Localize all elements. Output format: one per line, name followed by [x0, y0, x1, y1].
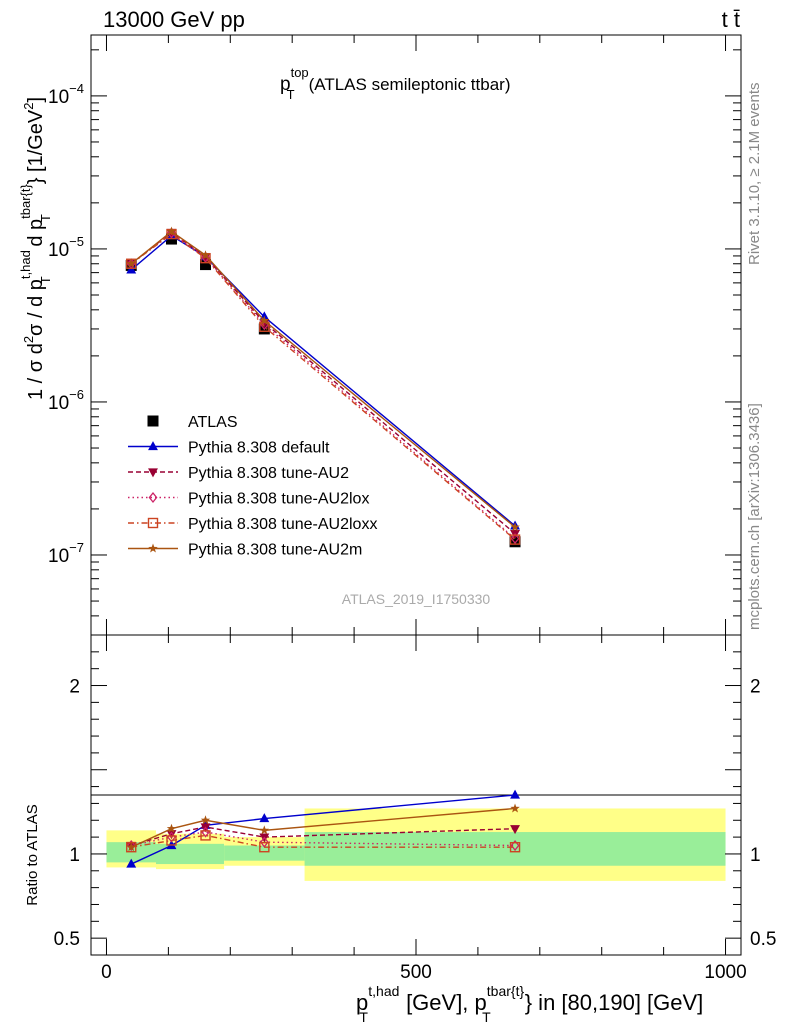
stat-uncertainty-band — [224, 845, 305, 861]
stat-uncertainty-band — [304, 832, 726, 866]
ratio-bands — [106, 808, 726, 881]
ratio-point — [509, 842, 521, 853]
ratio-y-axis-label: Ratio to ATLAS — [24, 804, 41, 905]
ratio-y-tick-label: 0.5 — [54, 929, 80, 950]
ratio-point — [126, 842, 136, 852]
ratio-point — [126, 858, 137, 868]
series-line — [130, 230, 516, 528]
data-point — [201, 251, 210, 263]
y-tick-label: 10−4 — [48, 81, 84, 108]
data-point — [200, 259, 212, 271]
ratio-y-tick-label: 1 — [69, 845, 80, 866]
data-point — [126, 258, 136, 268]
legend-item: Pythia 8.308 tune-AU2m — [128, 542, 362, 559]
ratio-point — [510, 839, 520, 852]
data-point — [259, 315, 269, 325]
ratio-line — [131, 834, 516, 848]
main-series — [125, 226, 521, 548]
data-point — [200, 250, 211, 260]
y-tick-label: 10−6 — [48, 387, 84, 414]
legend-label: Pythia 8.308 default — [188, 440, 330, 457]
ratio-point — [259, 825, 269, 835]
legend-marker — [148, 441, 158, 451]
data-point — [166, 226, 177, 236]
y-axis-label: 1 / σ d2σ / d pt,hadT d ptbar{t} T} [1/Ge… — [18, 97, 53, 400]
ratio-y-tick-label: 2 — [69, 677, 80, 698]
series-5 — [126, 226, 520, 532]
main-plot: 10−7 10−6 10−5 10−4 ptop T(ATLAS semileptoni… — [18, 34, 742, 636]
ratio-series — [126, 789, 521, 868]
legend-item: ATLAS — [147, 414, 238, 431]
chart-title: ptop T(ATLAS semileptonic ttbar) — [280, 65, 510, 102]
y-tick-label: 10−5 — [48, 234, 84, 261]
ratio-point — [166, 823, 177, 833]
ratio-y-tick-label-right: 2 — [750, 677, 761, 698]
ratio-point — [510, 803, 520, 813]
ratio-series-4 — [126, 803, 520, 852]
mcplots-label: mcplots.cern.ch [arXiv:1306.3436] — [746, 403, 763, 630]
ratio-point — [259, 813, 270, 823]
ratio-frame — [90, 634, 742, 956]
stat-uncertainty-band — [156, 843, 225, 865]
legend-item: Pythia 8.308 tune-AU2lox — [128, 491, 369, 508]
main-axis-ticks — [91, 35, 741, 636]
header-left: 13000 GeV pp — [103, 7, 245, 32]
ratio-point — [510, 825, 520, 835]
legend-item: Pythia 8.308 default — [128, 440, 330, 457]
ratio-plot: 0.5 0.5 1 1 2 2 0 500 1000 Ratio to ATLAS pt,had… — [24, 634, 777, 1024]
x-tick-label: 500 — [400, 962, 432, 983]
ratio-line — [131, 831, 516, 847]
ratio-y-tick-label-right: 0.5 — [750, 929, 776, 950]
ratio-point — [166, 835, 177, 846]
main-y-tick-labels: 10−7 10−6 10−5 10−4 — [48, 81, 84, 567]
ratio-point — [259, 842, 270, 853]
legend-marker — [147, 415, 159, 427]
legend-label: ATLAS — [188, 414, 238, 431]
legend-marker — [148, 543, 158, 553]
legend-marker — [148, 491, 158, 504]
ratio-point — [126, 839, 136, 852]
data-point — [509, 534, 521, 545]
ratio-point — [200, 830, 211, 841]
series-line — [130, 234, 516, 527]
rivet-label: Rivet 3.1.10, ≥ 2.1M events — [746, 83, 763, 266]
legend-marker — [147, 517, 159, 529]
ratio-point — [200, 815, 211, 825]
series-1 — [126, 230, 520, 530]
legend-label: Pythia 8.308 tune-AU2lox — [188, 491, 369, 508]
legend-item: Pythia 8.308 tune-AU2loxx — [128, 516, 377, 533]
x-tick-label: 0 — [101, 962, 112, 983]
data-point — [509, 536, 521, 548]
data-point — [510, 522, 520, 532]
data-point — [259, 319, 270, 329]
series-line — [130, 231, 516, 535]
y-tick-label: 10−7 — [48, 540, 84, 567]
analysis-watermark: ATLAS_2019_I1750330 — [342, 591, 491, 607]
legend-label: Pythia 8.308 tune-AU2 — [188, 465, 349, 482]
ratio-point — [510, 789, 520, 799]
legend-item: Pythia 8.308 tune-AU2 — [128, 465, 349, 482]
header-right: t t̄ — [722, 7, 740, 32]
legend: ATLAS Pythia 8.308 default Pythia 8.308 tu… — [128, 414, 377, 559]
ratio-tick-labels: 0.5 0.5 1 1 2 2 0 500 1000 — [54, 677, 777, 983]
data-point — [510, 533, 520, 545]
ratio-axis-ticks — [91, 635, 741, 955]
x-axis-label: pt,had T [GeV], ptbar{t} T} in [80,190] [G… — [356, 983, 703, 1024]
ratio-y-tick-label-right: 1 — [750, 845, 761, 866]
legend-label: Pythia 8.308 tune-AU2loxx — [188, 516, 377, 533]
legend-marker — [148, 468, 158, 478]
x-tick-label: 1000 — [704, 962, 746, 983]
legend-label: Pythia 8.308 tune-AU2m — [188, 542, 362, 559]
